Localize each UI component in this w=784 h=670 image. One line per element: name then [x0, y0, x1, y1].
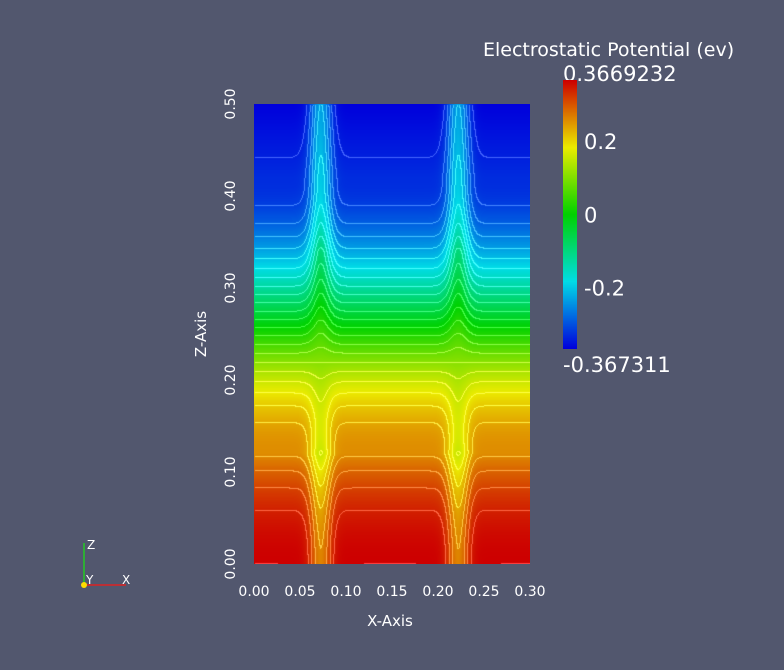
- colorbar-tick-label: -0.2: [584, 277, 625, 301]
- colorbar-tick-label: 0: [584, 203, 597, 227]
- orient-y-axis-dot: [81, 582, 87, 588]
- y-tick-label: 0.00: [223, 548, 239, 579]
- orient-label-x: X: [122, 573, 130, 587]
- x-tick-label: 0.15: [376, 584, 407, 600]
- colorbar-max-label: 0.3669232: [563, 62, 677, 86]
- y-tick-label: 0.10: [223, 456, 239, 487]
- x-tick-label: 0.10: [330, 584, 361, 600]
- x-tick-label: 0.30: [514, 584, 545, 600]
- potential-heatmap: [254, 104, 530, 564]
- orientation-axes-widget: Z Y X: [81, 538, 130, 588]
- x-tick-label: 0.25: [468, 584, 499, 600]
- y-axis-title: Z-Axis: [192, 311, 210, 357]
- y-tick-label: 0.50: [223, 88, 239, 119]
- x-tick-label: 0.20: [422, 584, 453, 600]
- colorbar-min-label: -0.367311: [563, 353, 671, 377]
- colorbar-tick-label: 0.2: [584, 130, 617, 154]
- colorbar: [563, 80, 577, 349]
- x-tick-label: 0.05: [284, 584, 315, 600]
- x-axis-ticks: 0.00 0.05 0.10 0.15 0.20 0.25 0.30: [238, 584, 545, 600]
- x-axis-title: X-Axis: [367, 612, 413, 630]
- orient-label-z: Z: [87, 538, 95, 552]
- y-tick-label: 0.40: [223, 180, 239, 211]
- colorbar-ticks: 0.2 0 -0.2: [584, 130, 625, 301]
- y-axis-ticks: 0.00 0.10 0.20 0.30 0.40 0.50: [223, 88, 239, 579]
- orient-label-y: Y: [85, 573, 94, 587]
- y-tick-label: 0.20: [223, 364, 239, 395]
- y-tick-label: 0.30: [223, 272, 239, 303]
- colorbar-title: Electrostatic Potential (ev): [483, 39, 734, 61]
- x-tick-label: 0.00: [238, 584, 269, 600]
